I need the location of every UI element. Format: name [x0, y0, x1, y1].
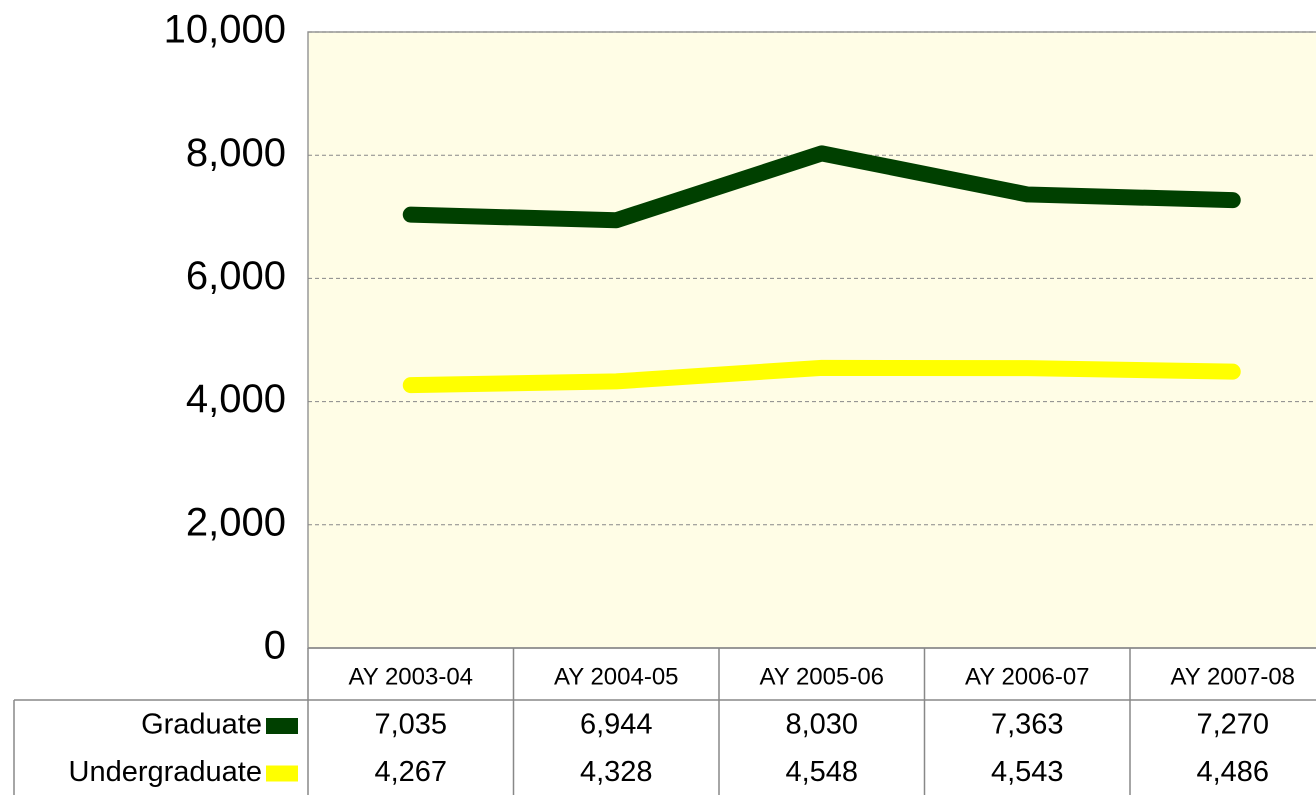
table-value: 7,270 [1196, 709, 1269, 741]
x-tick-label: AY 2004-05 [554, 663, 679, 690]
x-tick-label: AY 2005-06 [759, 663, 884, 690]
table-value: 7,035 [374, 709, 447, 741]
legend-label: Undergraduate [69, 756, 262, 788]
y-tick-label: 6,000 [186, 254, 286, 298]
table-value: 4,267 [374, 756, 447, 788]
table-value: 6,944 [580, 709, 653, 741]
y-tick-label: 8,000 [186, 131, 286, 175]
x-tick-label: AY 2007-08 [1170, 663, 1295, 690]
table-value: 4,543 [991, 756, 1064, 788]
y-tick-label: 10,000 [164, 8, 286, 52]
table-value: 4,548 [785, 756, 858, 788]
plot-area [307, 31, 1316, 649]
legend-label: Graduate [141, 709, 262, 741]
x-tick-label: AY 2006-07 [965, 663, 1090, 690]
series-line [402, 145, 1241, 229]
series-line [402, 359, 1241, 394]
legend-swatch [266, 765, 298, 782]
table-value: 7,363 [991, 709, 1064, 741]
table-value: 4,486 [1196, 756, 1269, 788]
y-tick-label: 4,000 [186, 377, 286, 421]
table-value: 8,030 [785, 709, 858, 741]
legend-swatch [266, 718, 298, 734]
y-tick-label: 2,000 [186, 500, 286, 544]
table-value: 4,328 [580, 756, 653, 788]
x-tick-label: AY 2003-04 [348, 663, 473, 690]
y-tick-label: 0 [264, 624, 286, 668]
